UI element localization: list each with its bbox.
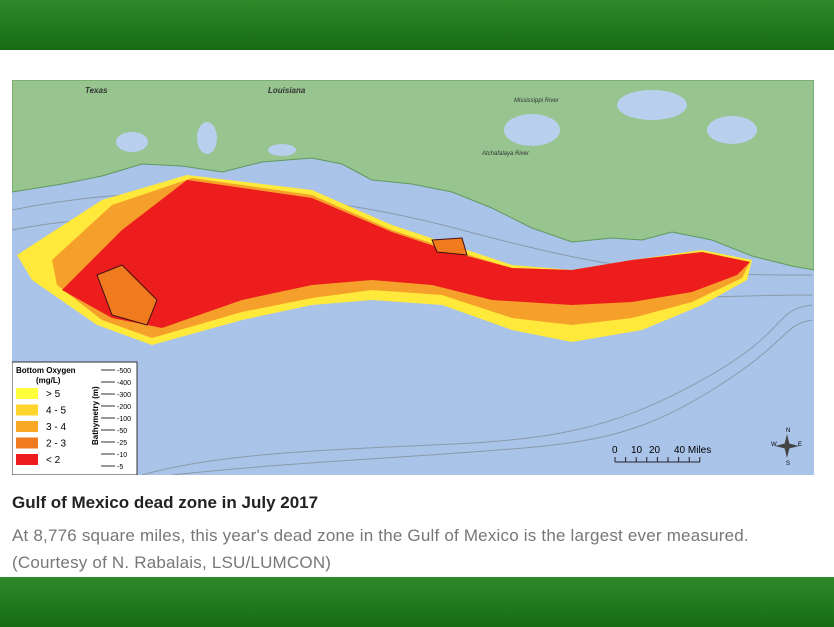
legend-swatch — [16, 454, 38, 465]
depth-label: -500 — [117, 368, 131, 375]
legend-label: 3 - 4 — [46, 422, 66, 433]
caption-text: At 8,776 square miles, this year's dead … — [12, 526, 749, 572]
scale-label: 40 Miles — [674, 445, 711, 456]
compass-label: N — [786, 428, 790, 434]
depth-label: -5 — [117, 464, 123, 471]
depth-label: -100 — [117, 416, 131, 423]
legend-label: < 2 — [46, 455, 61, 466]
caption-title: Gulf of Mexico dead zone in July 2017 — [12, 493, 319, 512]
legend-label: > 5 — [46, 389, 61, 400]
depth-label: -50 — [117, 428, 127, 435]
legend-swatch — [16, 404, 38, 416]
depth-label: -400 — [117, 380, 131, 387]
bottom-banner — [0, 577, 834, 627]
top-banner — [0, 0, 834, 50]
place-label: Atchafalaya River — [481, 151, 530, 157]
legend-swatch — [16, 437, 38, 449]
depth-label: -25 — [117, 440, 127, 447]
depth-label: -10 — [117, 452, 127, 459]
legend-label: 2 - 3 — [46, 439, 66, 450]
dead-zone-map: Bottom Oxygen (mg/L) Bathymetry (m) Texa… — [12, 80, 814, 475]
bathymetry-title: Bathymetry (m) — [91, 386, 100, 445]
scale-label: 0 — [612, 445, 618, 456]
compass-label: S — [786, 461, 790, 467]
compass-rose — [775, 434, 799, 458]
depth-label: -200 — [117, 404, 131, 411]
legend-title: (mg/L) — [36, 376, 61, 385]
scale-label: 20 — [649, 445, 661, 456]
place-label: Texas — [85, 86, 108, 95]
legend-swatch — [16, 388, 38, 399]
compass-label: E — [798, 442, 802, 448]
place-label: Louisiana — [268, 86, 306, 95]
depth-label: -300 — [117, 392, 131, 399]
legend-label: 4 - 5 — [46, 406, 66, 417]
legend-swatch — [16, 421, 38, 432]
place-label: Mississippi River — [514, 98, 560, 104]
compass-label: W — [771, 442, 777, 448]
legend-title: Bottom Oxygen — [16, 366, 76, 375]
scale-label: 10 — [631, 445, 643, 456]
